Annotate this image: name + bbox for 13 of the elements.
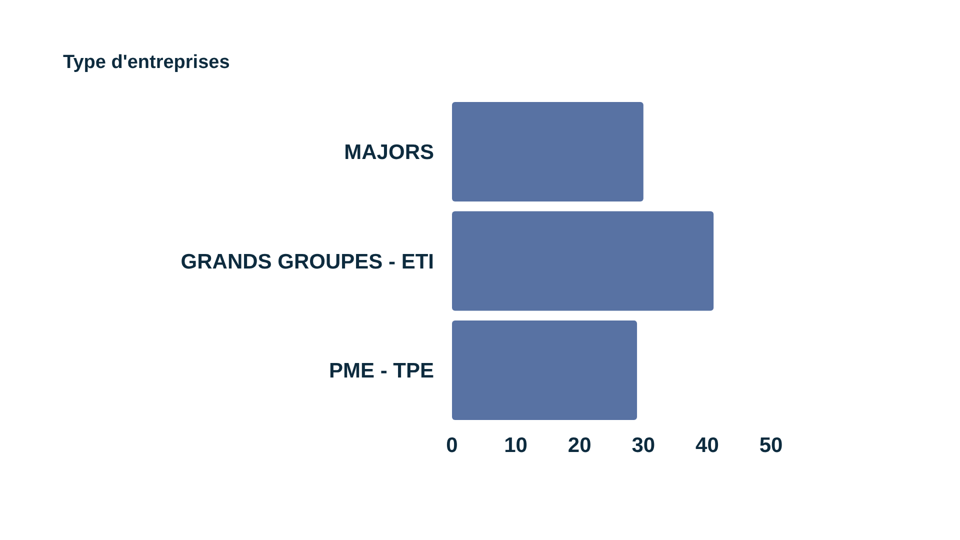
text: Type d'entreprises bbox=[63, 52, 230, 73]
x-tick-label: 50 bbox=[759, 434, 783, 457]
bar bbox=[452, 102, 644, 202]
x-tick-label: 40 bbox=[696, 434, 719, 457]
bar bbox=[452, 211, 714, 311]
y-tick-label: MAJORS bbox=[344, 141, 434, 164]
x-tick-label: 10 bbox=[504, 434, 528, 457]
y-tick-label: PME - TPE bbox=[328, 360, 434, 383]
bar bbox=[452, 320, 638, 420]
x-tick-label: 0 bbox=[446, 434, 458, 457]
x-tick-label: 30 bbox=[632, 434, 656, 457]
x-tick-label: 20 bbox=[568, 434, 592, 457]
y-tick-label: GRANDS GROUPES - ETI bbox=[180, 250, 434, 274]
